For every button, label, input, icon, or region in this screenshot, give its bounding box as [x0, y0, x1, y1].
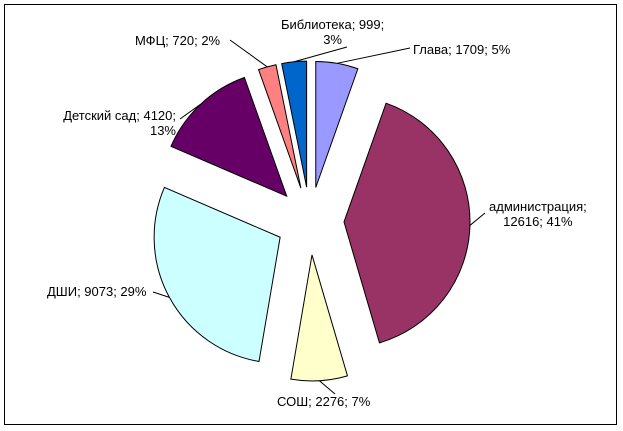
label-dshi: ДШИ; 9073; 29% [47, 284, 147, 299]
leader-line-0 [337, 47, 411, 64]
leader-line-5 [229, 39, 268, 68]
chart-frame: Глава; 1709; 5% администрация; 12616; 41… [4, 4, 617, 425]
leader-line-4 [179, 103, 201, 120]
pie-chart [152, 39, 486, 395]
label-mfts: МФЦ; 720; 2% [135, 33, 221, 48]
pie-slice-1 [343, 102, 471, 344]
pie-slice-5 [257, 64, 302, 189]
leader-line-1 [469, 212, 486, 226]
label-biblioteka: Библиотека; 999; 3% [281, 17, 385, 47]
label-glava: Глава; 1709; 5% [413, 42, 511, 57]
leader-line-2 [319, 380, 336, 395]
pie-slice-2 [290, 254, 349, 382]
pie-slice-0 [315, 60, 359, 188]
leader-line-3 [152, 291, 170, 298]
label-detskiy-sad: Детский сад; 4120; 13% [63, 108, 176, 138]
label-administratsiya: администрация; 12616; 41% [489, 199, 587, 229]
label-sosh: СОШ; 2276; 7% [277, 394, 371, 409]
pie-slice-4 [170, 76, 288, 198]
pie-slice-3 [153, 186, 281, 363]
leader-line-6 [293, 46, 348, 63]
